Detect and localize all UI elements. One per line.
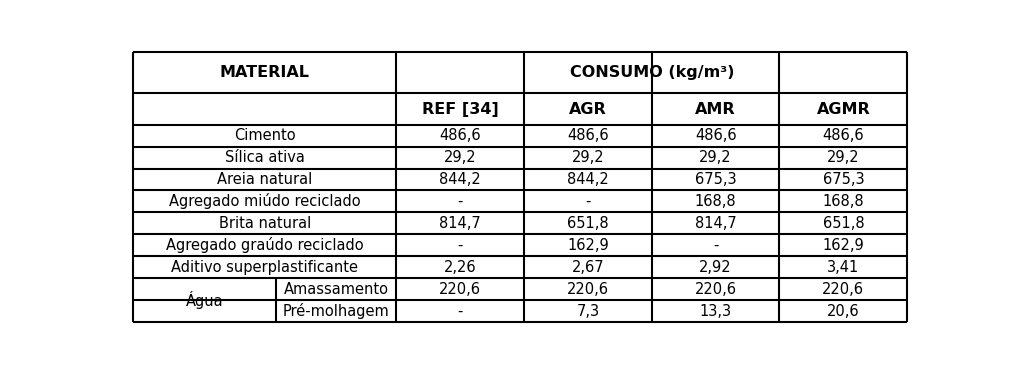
Text: AGR: AGR [569,101,607,117]
Text: 7,3: 7,3 [577,304,600,319]
Text: 3,41: 3,41 [827,260,860,275]
Text: Areia natural: Areia natural [217,172,313,187]
Text: Aditivo superplastificante: Aditivo superplastificante [172,260,358,275]
Text: -: - [458,194,463,209]
Text: AGMR: AGMR [816,101,870,117]
Text: Brita natural: Brita natural [218,216,311,231]
Text: 13,3: 13,3 [699,304,732,319]
Text: REF [34]: REF [34] [422,101,498,117]
Text: 2,26: 2,26 [444,260,476,275]
Text: CONSUMO (kg/m³): CONSUMO (kg/m³) [569,65,734,80]
Text: 29,2: 29,2 [444,150,476,165]
Text: 486,6: 486,6 [567,128,609,143]
Text: Agregado miúdo reciclado: Agregado miúdo reciclado [168,194,360,209]
Text: 168,8: 168,8 [822,194,864,209]
Text: Cimento: Cimento [233,128,295,143]
Text: 844,2: 844,2 [567,172,609,187]
Text: 675,3: 675,3 [695,172,737,187]
Text: Água: Água [186,291,223,309]
Text: 486,6: 486,6 [695,128,737,143]
Text: 2,67: 2,67 [571,260,604,275]
Text: 20,6: 20,6 [827,304,860,319]
Text: 220,6: 220,6 [822,282,865,297]
Text: 486,6: 486,6 [439,128,481,143]
Text: -: - [458,238,463,253]
Text: 162,9: 162,9 [822,238,864,253]
Text: Sílica ativa: Sílica ativa [224,150,304,165]
Text: -: - [713,238,719,253]
Text: 844,2: 844,2 [439,172,481,187]
Text: 220,6: 220,6 [439,282,481,297]
Text: 814,7: 814,7 [439,216,481,231]
Text: 2,92: 2,92 [699,260,732,275]
Text: 651,8: 651,8 [567,216,609,231]
Text: 29,2: 29,2 [571,150,604,165]
Text: 29,2: 29,2 [827,150,860,165]
Text: 814,7: 814,7 [694,216,737,231]
Text: Agregado graúdo reciclado: Agregado graúdo reciclado [165,237,363,253]
Text: 220,6: 220,6 [567,282,609,297]
Text: Pré-molhagem: Pré-molhagem [283,303,390,319]
Text: 651,8: 651,8 [822,216,864,231]
Text: 675,3: 675,3 [822,172,864,187]
Text: AMR: AMR [695,101,736,117]
Text: 168,8: 168,8 [695,194,737,209]
Text: 486,6: 486,6 [822,128,864,143]
Text: 220,6: 220,6 [694,282,737,297]
Text: 162,9: 162,9 [567,238,609,253]
Text: -: - [458,304,463,319]
Text: MATERIAL: MATERIAL [220,65,310,80]
Text: Amassamento: Amassamento [284,282,389,297]
Text: -: - [586,194,591,209]
Text: 29,2: 29,2 [699,150,732,165]
